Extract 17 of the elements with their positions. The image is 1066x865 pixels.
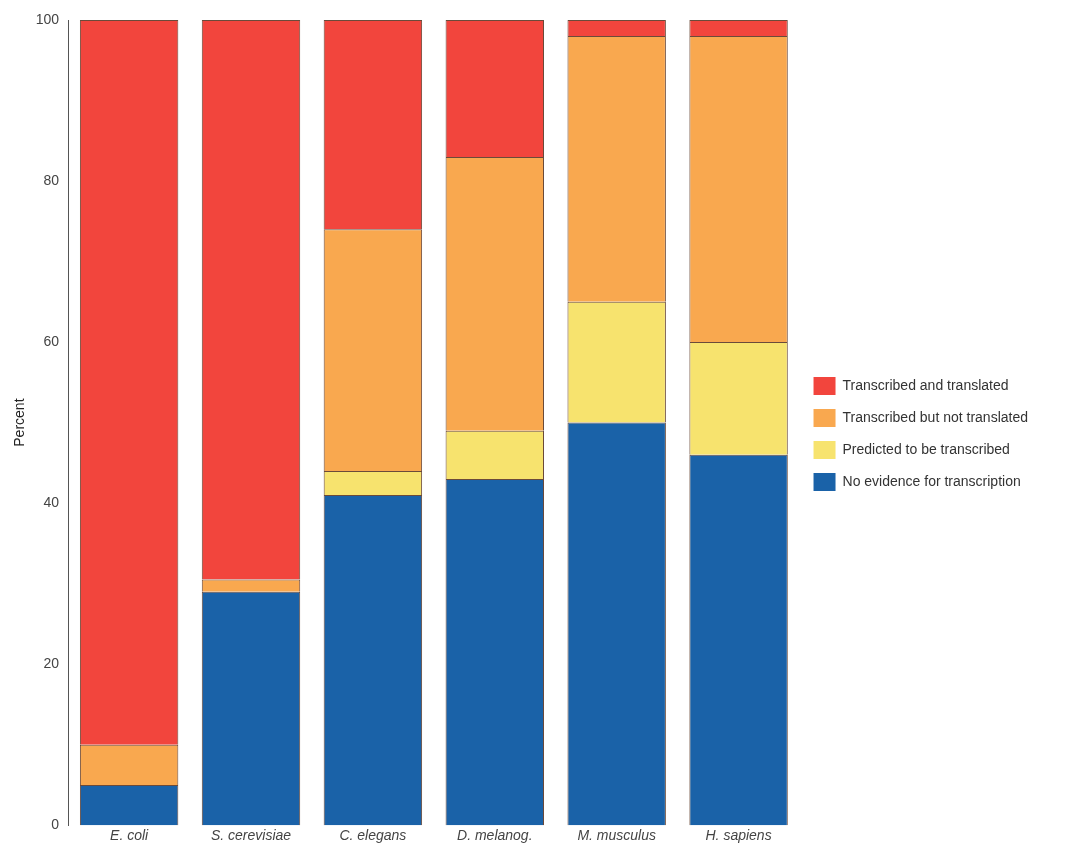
y-tick-label: 0: [51, 816, 60, 833]
x-tick-label: S. cerevisiae: [210, 827, 292, 844]
legend-label: Predicted to be transcribed: [842, 440, 1010, 457]
y-axis-title: Percent: [11, 398, 28, 447]
x-tick-label: M. musculus: [577, 827, 656, 844]
legend-label: No evidence for transcription: [842, 472, 1021, 489]
y-tick-label: 20: [43, 655, 60, 672]
x-tick-label: C. elegans: [339, 827, 407, 844]
y-tick-label: 40: [43, 493, 60, 510]
legend-label: Transcribed but not translated: [842, 408, 1029, 425]
legend-label: Transcribed and translated: [842, 376, 1009, 393]
y-tick-label: 80: [43, 171, 60, 188]
y-tick-label: 100: [35, 10, 60, 27]
y-tick-label: 60: [43, 332, 60, 349]
x-tick-label: D. melanog.: [457, 827, 533, 844]
x-tick-label: E. coli: [110, 827, 150, 844]
x-tick-label: H. sapiens: [705, 827, 772, 844]
